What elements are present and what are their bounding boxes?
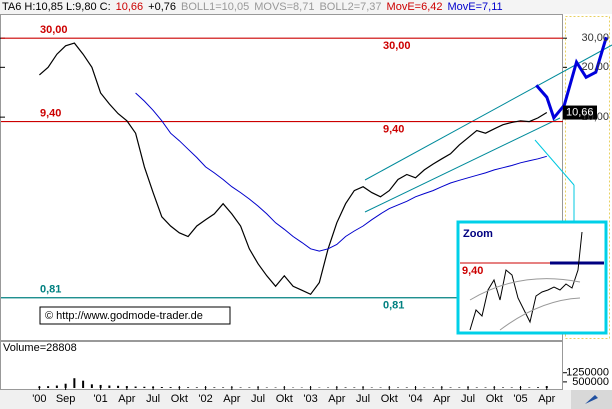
volume-bar	[519, 387, 522, 388]
volume-bar	[143, 386, 146, 388]
header-text: MOVS=8,71	[254, 1, 314, 13]
header-bar	[0, 0, 612, 14]
x-tick-label: Apr	[538, 393, 555, 405]
x-tick-label: Apr	[433, 393, 450, 405]
x-tick-label: '02	[198, 393, 212, 405]
volume-bar	[47, 386, 50, 388]
volume-bar	[230, 387, 233, 388]
volume-bar	[160, 387, 163, 388]
volume-bar	[502, 387, 505, 388]
volume-bar	[178, 387, 181, 388]
zoom-band	[469, 278, 581, 301]
plot-frame	[0, 14, 563, 341]
x-tick-label: Jul	[251, 393, 265, 405]
header-text: MovE=7,11	[448, 1, 503, 13]
header-text: +0,76	[148, 1, 176, 13]
volume-bar	[108, 385, 111, 388]
volume-bar	[117, 385, 120, 388]
x-tick-label: Apr	[118, 393, 135, 405]
volume-bar	[222, 387, 225, 388]
volume-bar	[537, 387, 540, 388]
volume-bar	[90, 384, 93, 388]
source: © http://www.godmode-trader.de	[45, 310, 203, 322]
header-text: BOLL2=7,37	[319, 1, 381, 13]
volume-bar	[134, 386, 137, 388]
y-tick-label: 20,00	[581, 61, 609, 73]
x-tick-label: Okt	[486, 393, 503, 405]
header-text: MovE=6,42	[387, 1, 443, 13]
level-label: 0,81	[40, 284, 61, 296]
volume-bar	[467, 387, 470, 388]
y-tick-label: 10,00	[581, 111, 609, 123]
volume-frame	[0, 341, 563, 390]
volume-bar	[99, 384, 102, 388]
x-tick-label: '05	[513, 393, 527, 405]
last-price-flag	[563, 105, 597, 120]
corner-icon	[585, 395, 598, 404]
zoom-band	[499, 297, 581, 331]
x-tick-label: '00	[32, 393, 46, 405]
projection-line	[535, 36, 608, 121]
x-tick-label: Okt	[381, 393, 398, 405]
volume-tick-label: 1250000	[566, 367, 609, 379]
volume-bar	[73, 378, 76, 388]
volume-bar	[152, 386, 155, 388]
zoom-level-label: 9,40	[462, 265, 483, 277]
x-tick-label: Jul	[146, 393, 160, 405]
volume-bar	[38, 386, 41, 388]
volume-bar	[204, 387, 207, 388]
zoom-pointer	[534, 139, 575, 186]
header-text: 10,66	[116, 1, 144, 13]
volume-bar	[195, 387, 198, 388]
zoom-price	[469, 231, 583, 331]
volume-bar	[213, 387, 216, 388]
x-tick-label: '03	[303, 393, 317, 405]
future-box	[565, 16, 610, 339]
header-text: TA6 H:10,85 L:9,80 C:	[2, 1, 111, 13]
volume-bar	[125, 386, 128, 388]
x-tick-label: '04	[408, 393, 422, 405]
source-box	[39, 306, 231, 325]
level-label: 9,40	[40, 107, 61, 119]
volume-bar	[82, 380, 85, 388]
volume-bar	[187, 387, 190, 388]
volume-bar	[55, 385, 58, 388]
level-label: 9,40	[383, 123, 404, 135]
volume-bar	[344, 387, 347, 388]
x-tick-label: '01	[93, 393, 107, 405]
x-tick-label: Sep	[56, 393, 76, 405]
series-line	[135, 92, 547, 252]
volume-bar	[169, 387, 172, 388]
channel-upper	[364, 44, 612, 181]
volume-tick-label: 500000	[572, 376, 609, 388]
volume-bar	[545, 386, 548, 388]
x-tick-label: Apr	[223, 393, 240, 405]
zoom-title: Zoom	[463, 228, 493, 240]
x-tick-label: Okt	[276, 393, 293, 405]
level-label: 30,00	[40, 24, 68, 36]
zoom-box: Zoom 9,40	[456, 220, 608, 335]
x-tick-label: Okt	[171, 393, 188, 405]
x-tick-label: Apr	[328, 393, 345, 405]
last-price-label: 10,66	[566, 106, 594, 118]
x-tick-label: Jul	[356, 393, 370, 405]
level-label: 0,81	[383, 300, 404, 312]
channel-lower	[364, 117, 561, 213]
level-label: 30,00	[383, 40, 411, 52]
x-tick-label: Jul	[461, 393, 475, 405]
y-tick-label: 30,00	[581, 32, 609, 44]
x-axis-bar	[0, 390, 612, 409]
volume-bar	[493, 387, 496, 388]
series-line	[39, 42, 548, 296]
volume-title: Volume=28808	[3, 342, 77, 354]
volume-bar	[64, 383, 67, 388]
header-text: BOLL1=10,05	[181, 1, 249, 13]
